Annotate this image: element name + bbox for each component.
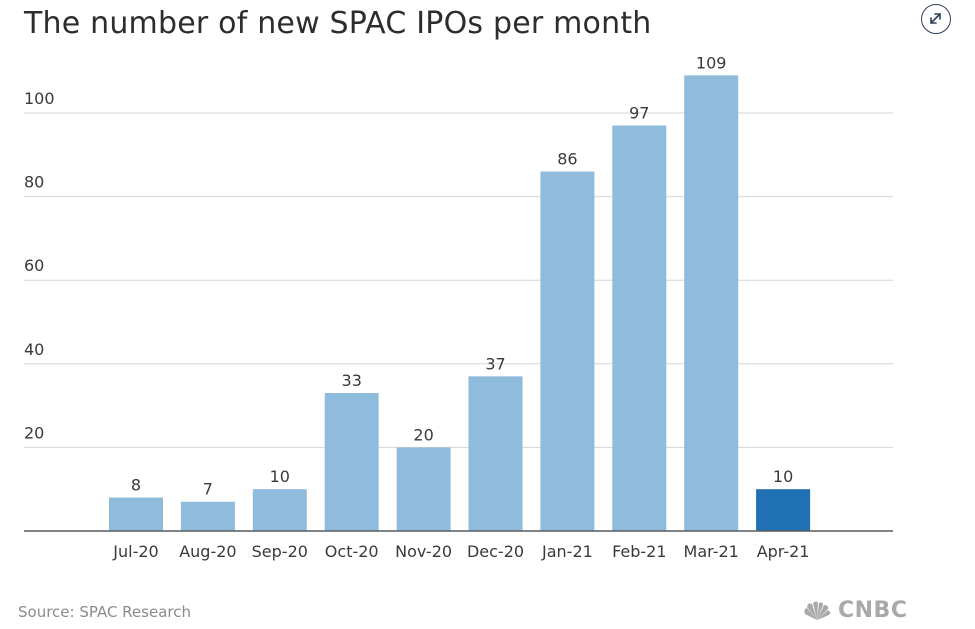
y-tick-label-80: 80: [24, 173, 44, 192]
x-tick-label-Jan-21: Jan-21: [541, 542, 593, 561]
bar-Jan-21: [540, 171, 595, 531]
expand-arrows-icon: [930, 13, 941, 24]
data-label-Jan-21: 86: [557, 150, 577, 169]
bar-Jul-20: [109, 497, 163, 531]
bar-Dec-20: [468, 376, 523, 531]
x-tick-label-Oct-20: Oct-20: [325, 542, 379, 561]
bar-Mar-21: [684, 75, 739, 531]
y-tick-label-100: 100: [24, 89, 55, 108]
bar-Apr-21: [756, 489, 811, 531]
source-note: Source: SPAC Research: [18, 603, 191, 621]
data-label-Dec-20: 37: [485, 354, 505, 373]
x-tick-label-Mar-21: Mar-21: [684, 542, 739, 561]
data-label-Oct-20: 33: [342, 371, 362, 390]
bar-Sep-20: [252, 489, 307, 531]
expand-button[interactable]: [921, 4, 951, 34]
y-tick-label-60: 60: [24, 256, 44, 275]
bar-Aug-20: [180, 501, 235, 531]
x-tick-label-Feb-21: Feb-21: [612, 542, 666, 561]
y-tick-label-20: 20: [24, 423, 44, 442]
chart-title: The number of new SPAC IPOs per month: [24, 6, 652, 41]
data-label-Sep-20: 10: [270, 467, 290, 486]
data-label-Aug-20: 7: [203, 480, 213, 499]
data-label-Mar-21: 109: [696, 53, 727, 72]
x-tick-label-Nov-20: Nov-20: [395, 542, 452, 561]
data-label-Nov-20: 20: [413, 425, 433, 444]
x-tick-label-Jul-20: Jul-20: [112, 542, 158, 561]
x-tick-label-Dec-20: Dec-20: [467, 542, 524, 561]
bar-Nov-20: [396, 447, 451, 531]
cnbc-peacock-icon: [804, 601, 831, 620]
x-tick-label-Sep-20: Sep-20: [252, 542, 308, 561]
x-tick-label-Apr-21: Apr-21: [757, 542, 810, 561]
bar-Oct-20: [324, 393, 379, 531]
bar-Feb-21: [612, 125, 667, 531]
cnbc-logo-text: CNBC: [838, 598, 908, 623]
cnbc-logo: CNBC: [802, 598, 907, 623]
x-tick-label-Aug-20: Aug-20: [179, 542, 236, 561]
y-tick-label-40: 40: [24, 340, 44, 359]
data-label-Jul-20: 8: [131, 476, 141, 495]
data-label-Apr-21: 10: [773, 467, 793, 486]
data-label-Feb-21: 97: [629, 104, 649, 123]
